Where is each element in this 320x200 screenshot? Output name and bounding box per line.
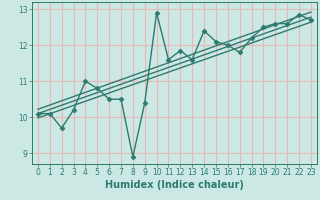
X-axis label: Humidex (Indice chaleur): Humidex (Indice chaleur) [105, 180, 244, 190]
